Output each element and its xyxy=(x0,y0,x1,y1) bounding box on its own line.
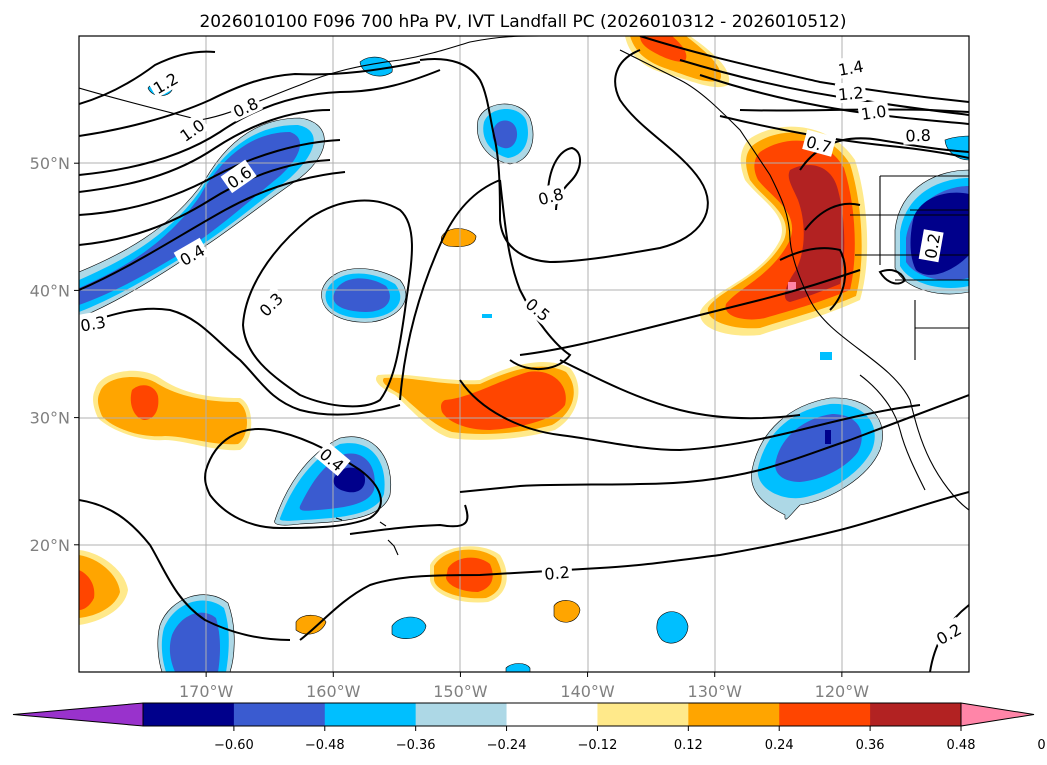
colorbar-bin xyxy=(597,703,689,726)
contour-label: 1.4 xyxy=(834,54,868,80)
lat-tick-label: 20°N xyxy=(30,536,70,555)
colorbar-tick-label: 0.36 xyxy=(856,738,885,753)
map-frame xyxy=(78,35,970,673)
contour-label: 1.2 xyxy=(834,80,867,104)
colorbar-tick-label: −0.60 xyxy=(214,738,254,753)
latitude-ticks: 50°N 40°N 30°N 20°N xyxy=(30,154,79,555)
blue-anomaly-central xyxy=(321,268,407,323)
contour-label-halo xyxy=(146,66,183,99)
contour-label-halo xyxy=(533,181,568,209)
contour-label-halo xyxy=(834,80,867,104)
colorbar-tick-label: −0.48 xyxy=(305,738,345,753)
contour-labels: 1.41.21.00.80.71.21.00.80.60.40.30.30.80… xyxy=(76,54,967,650)
contour-label-halo xyxy=(76,310,110,335)
contour-label-text: 1.2 xyxy=(837,83,864,104)
lon-tick-label: 160°W xyxy=(306,682,361,701)
contour-label-halo xyxy=(227,90,263,122)
figure-title: 2026010100 F096 700 hPa PV, IVT Landfall… xyxy=(199,12,846,32)
contour-label-halo xyxy=(314,441,351,477)
colorbar-bin xyxy=(233,703,326,726)
contour-label-halo xyxy=(173,237,210,271)
contour-label: 0.2 xyxy=(541,560,573,584)
contour-label-text: 0.3 xyxy=(79,312,107,335)
colorbar-bin xyxy=(143,703,235,726)
pv-contours xyxy=(79,36,969,672)
colorbar-extend-high xyxy=(960,702,1035,727)
map-panel: 1.41.21.00.80.71.21.00.80.60.40.30.30.80… xyxy=(30,35,970,701)
contour-label: 0.8 xyxy=(227,90,263,122)
warm-anomaly-alaska xyxy=(625,36,730,88)
contour-label-halo xyxy=(220,159,257,194)
colorbar-tick-label: 0.60 xyxy=(1037,738,1047,753)
contour-label-halo xyxy=(541,560,573,584)
contour-label-halo xyxy=(520,291,557,327)
lon-tick-label: 170°W xyxy=(179,682,234,701)
contour-label-text: 0.2 xyxy=(921,232,944,260)
colorbar-tick-label: −0.24 xyxy=(487,738,527,753)
contour-label: 0.7 xyxy=(802,129,837,157)
colorbar-bin xyxy=(870,703,962,726)
colorbar-frame xyxy=(142,702,962,727)
warm-anomaly-south xyxy=(79,546,581,635)
contour-label: 0.2 xyxy=(918,229,944,263)
contour-label-text: 1.0 xyxy=(860,102,888,124)
contour-label: 0.2 xyxy=(930,616,967,650)
colorbar-tick-label: 0.12 xyxy=(674,738,703,753)
lat-tick-label: 50°N xyxy=(30,154,70,173)
contour-label-halo xyxy=(918,229,944,263)
colorbar-tick-label: −0.12 xyxy=(578,738,618,753)
contour-label-halo xyxy=(252,286,288,322)
blue-anomaly-south xyxy=(157,314,832,672)
contour-label: 0.3 xyxy=(76,310,110,336)
colorbar-bin xyxy=(688,703,780,726)
contour-label-halo xyxy=(173,112,210,147)
colorbar-bin xyxy=(779,703,871,726)
contour-label-halo xyxy=(834,54,868,80)
contour-label-text: 0.8 xyxy=(905,126,931,146)
lon-tick-label: 140°W xyxy=(560,682,615,701)
lat-tick-label: 40°N xyxy=(30,281,70,300)
contour-label-halo xyxy=(902,123,934,145)
contour-label-halo xyxy=(802,129,837,157)
colorbar-bin xyxy=(415,703,508,726)
contour-label-text: 1.4 xyxy=(837,57,865,80)
colorbar-extend-low xyxy=(12,702,144,727)
colorbar-bin xyxy=(506,703,598,726)
colorbar-bin xyxy=(324,703,417,726)
colorbar-tick-label: −0.36 xyxy=(396,738,436,753)
warm-anomaly-west-coast xyxy=(699,126,868,336)
lon-tick-label: 130°W xyxy=(688,682,743,701)
colorbar-tick-label: 0.24 xyxy=(765,738,794,753)
graticule xyxy=(79,36,969,672)
contour-label-halo xyxy=(930,616,967,650)
colorbar: −0.60 −0.48 −0.36 −0.24 −0.12 0.12 0.24 0.36 0.4… xyxy=(12,702,1047,753)
longitude-ticks: 170°W 160°W 150°W 140°W 130°W 120°W xyxy=(179,672,869,701)
lon-tick-label: 120°W xyxy=(815,682,870,701)
contour-label: 0.8 xyxy=(902,123,934,146)
colorbar-tick-label: 0.48 xyxy=(947,738,976,753)
lat-tick-label: 30°N xyxy=(30,409,70,428)
contour-label: 1.0 xyxy=(857,99,890,124)
warm-anomaly-west-subtropical xyxy=(93,228,477,451)
lon-tick-label: 150°W xyxy=(433,682,488,701)
contour-label-text: 0.2 xyxy=(544,563,571,584)
contour-label-halo xyxy=(857,99,890,124)
